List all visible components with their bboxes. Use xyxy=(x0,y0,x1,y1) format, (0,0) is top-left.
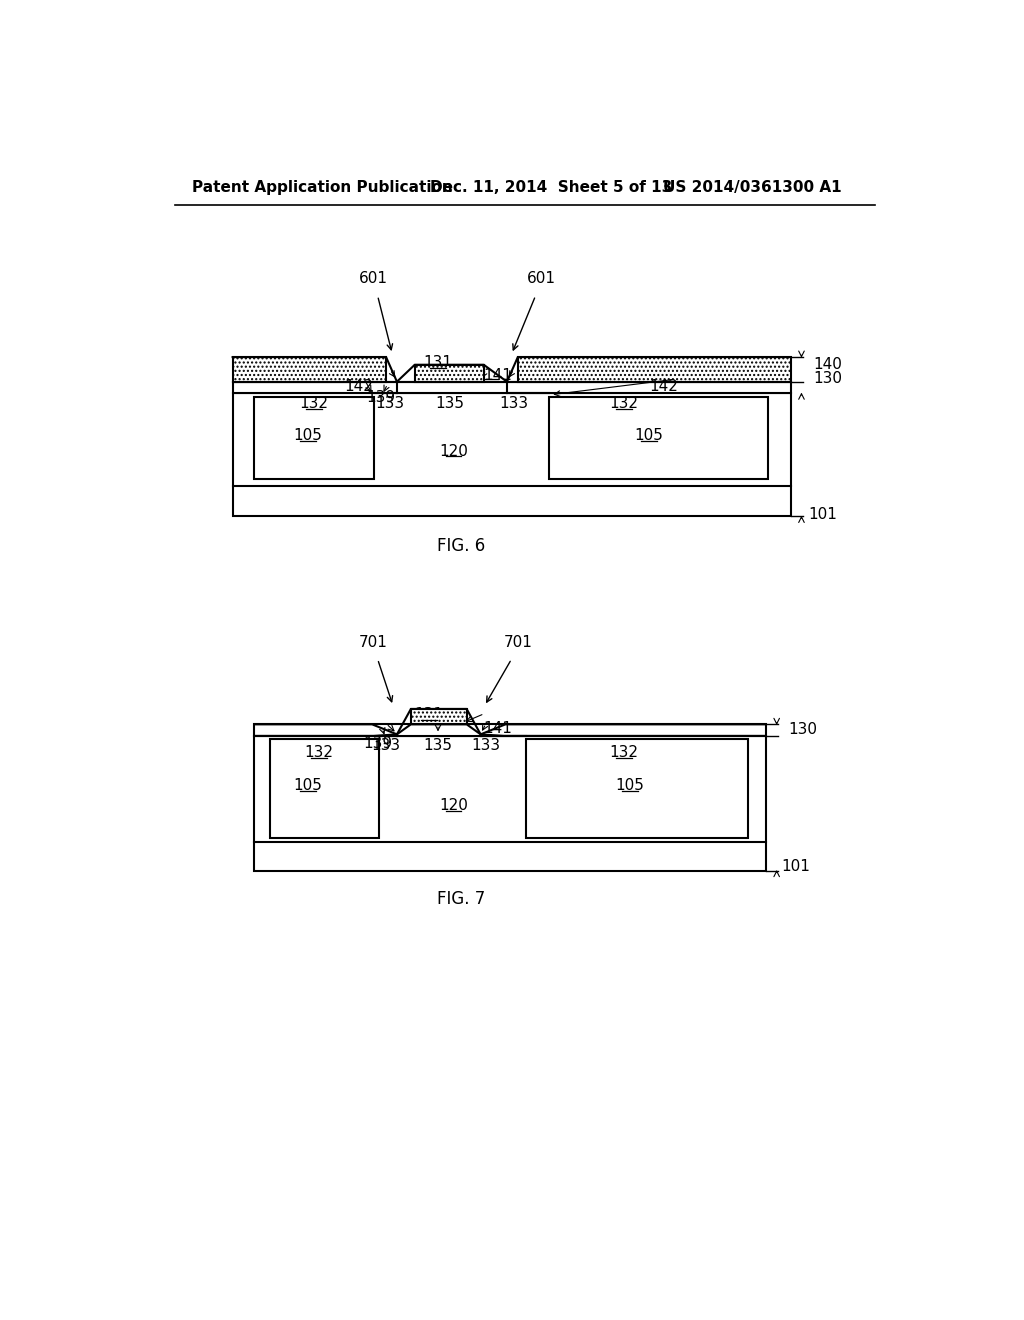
Text: 120: 120 xyxy=(439,797,468,813)
Text: 141: 141 xyxy=(483,721,512,735)
Bar xyxy=(549,397,768,479)
Text: FIG. 7: FIG. 7 xyxy=(437,890,485,908)
Bar xyxy=(415,364,483,381)
Text: 131: 131 xyxy=(414,706,443,722)
Bar xyxy=(254,737,766,871)
Text: Patent Application Publication: Patent Application Publication xyxy=(193,180,453,195)
Text: 105: 105 xyxy=(293,779,323,793)
Text: 701: 701 xyxy=(359,635,388,649)
Text: 139: 139 xyxy=(367,389,395,405)
Text: 132: 132 xyxy=(609,746,639,760)
Text: 133: 133 xyxy=(500,396,528,411)
Text: 135: 135 xyxy=(435,396,464,411)
Bar xyxy=(525,739,748,838)
Text: 133: 133 xyxy=(376,396,404,411)
Text: 101: 101 xyxy=(781,859,810,874)
Bar xyxy=(232,393,791,516)
Bar xyxy=(270,739,379,838)
Text: 130: 130 xyxy=(788,722,817,738)
Text: 105: 105 xyxy=(634,428,664,444)
Text: US 2014/0361300 A1: US 2014/0361300 A1 xyxy=(663,180,842,195)
Bar xyxy=(232,358,386,381)
Text: FIG. 6: FIG. 6 xyxy=(437,537,485,556)
Text: 105: 105 xyxy=(615,779,645,793)
Text: 601: 601 xyxy=(527,271,556,286)
Bar xyxy=(232,381,791,393)
Text: 131: 131 xyxy=(424,355,453,370)
Text: 120: 120 xyxy=(439,444,468,458)
Text: 132: 132 xyxy=(299,396,329,411)
Text: 141: 141 xyxy=(483,368,512,383)
Text: Dec. 11, 2014  Sheet 5 of 13: Dec. 11, 2014 Sheet 5 of 13 xyxy=(430,180,673,195)
Text: 132: 132 xyxy=(609,396,639,411)
Text: 701: 701 xyxy=(504,635,532,649)
Bar xyxy=(518,358,791,381)
Text: 140: 140 xyxy=(813,358,842,372)
Text: 101: 101 xyxy=(809,507,838,521)
Text: 142: 142 xyxy=(344,379,374,393)
Text: 142: 142 xyxy=(649,379,678,393)
Bar xyxy=(254,725,766,737)
Bar xyxy=(254,397,375,479)
Text: 130: 130 xyxy=(813,371,842,387)
Bar xyxy=(411,709,467,725)
Text: 601: 601 xyxy=(359,271,388,286)
Text: 133: 133 xyxy=(471,738,501,752)
Text: 139: 139 xyxy=(362,737,392,751)
Text: 132: 132 xyxy=(304,746,333,760)
Text: 135: 135 xyxy=(424,738,453,752)
Text: 105: 105 xyxy=(293,428,323,444)
Text: 133: 133 xyxy=(372,738,400,752)
